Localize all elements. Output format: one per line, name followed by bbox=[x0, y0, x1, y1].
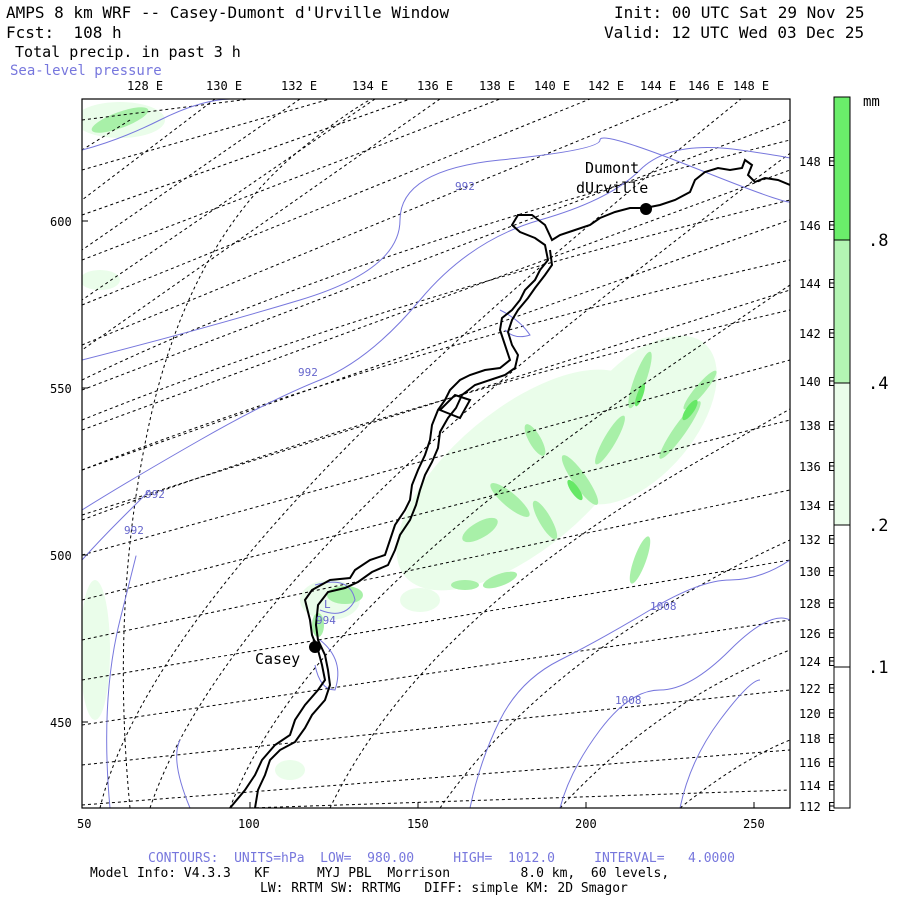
svg-text:130 E: 130 E bbox=[799, 565, 835, 579]
svg-text:124 E: 124 E bbox=[799, 655, 835, 669]
svg-text:150: 150 bbox=[407, 817, 429, 831]
svg-text:112 E: 112 E bbox=[799, 800, 835, 814]
colorbar-segment-none bbox=[834, 667, 850, 808]
svg-text:140 E: 140 E bbox=[799, 375, 835, 389]
svg-text:136 E: 136 E bbox=[417, 79, 453, 93]
svg-text:130 E: 130 E bbox=[206, 79, 242, 93]
station-dumont-durville-label-line2: dUrville bbox=[576, 179, 648, 197]
map-title: AMPS 8 km WRF -- Casey-Dumont d'Urville … bbox=[6, 3, 450, 22]
colorbar: mm .1 .2 .4 .8 bbox=[833, 94, 888, 809]
svg-text:142 E: 142 E bbox=[588, 79, 624, 93]
colorbar-segment-light bbox=[834, 383, 850, 525]
svg-text:100: 100 bbox=[238, 817, 260, 831]
low-pressure-marker: L bbox=[324, 598, 331, 611]
pressure-contours bbox=[82, 99, 790, 808]
station-dumont-durville-marker[interactable] bbox=[640, 203, 652, 215]
svg-text:114 E: 114 E bbox=[799, 779, 835, 793]
precipitation-shading bbox=[82, 102, 717, 780]
svg-text:128 E: 128 E bbox=[799, 597, 835, 611]
colorbar-label-0.1: .1 bbox=[868, 658, 888, 678]
colorbar-segment-mid bbox=[834, 240, 850, 383]
colorbar-frame bbox=[833, 96, 851, 809]
colorbar-label-0.8: .8 bbox=[868, 231, 888, 251]
contour-label-992-southwest: 992 bbox=[124, 524, 144, 537]
svg-text:116 E: 116 E bbox=[799, 756, 835, 770]
svg-text:144 E: 144 E bbox=[799, 277, 835, 291]
model-info: Model Info: V4.3.3 KF MYJ PBL Morrison 8… bbox=[90, 866, 670, 881]
svg-text:200: 200 bbox=[575, 817, 597, 831]
contour-label-1008-south: 1008 bbox=[615, 694, 642, 707]
svg-text:144 E: 144 E bbox=[640, 79, 676, 93]
svg-text:140 E: 140 E bbox=[534, 79, 570, 93]
y-axis: 600 550 500 450 bbox=[50, 215, 88, 730]
physics-info: LW: RRTM SW: RRTMG DIFF: simple KM: 2D S… bbox=[260, 881, 628, 896]
contour-label-992-mid: 992 bbox=[298, 366, 318, 379]
contours-info: CONTOURS: UNITS=hPa LOW= 980.00 HIGH= 10… bbox=[148, 851, 735, 866]
station-casey-marker[interactable] bbox=[309, 641, 321, 653]
right-longitude-labels: 148 E 146 E 144 E 142 E 140 E 138 E 136 … bbox=[799, 155, 835, 814]
svg-text:148 E: 148 E bbox=[733, 79, 769, 93]
svg-text:132 E: 132 E bbox=[799, 533, 835, 547]
lat-lon-grid bbox=[82, 99, 790, 808]
valid-time: Valid: 12 UTC Wed 03 Dec 25 bbox=[604, 23, 865, 42]
svg-text:128 E: 128 E bbox=[127, 79, 163, 93]
x-axis: 50 100 150 200 250 bbox=[77, 802, 765, 831]
station-dumont-durville-label-line1: Dumont bbox=[585, 159, 639, 177]
station-casey-label: Casey bbox=[255, 650, 300, 668]
svg-text:450: 450 bbox=[50, 716, 72, 730]
svg-text:126 E: 126 E bbox=[799, 627, 835, 641]
svg-text:500: 500 bbox=[50, 549, 72, 563]
svg-text:146 E: 146 E bbox=[799, 219, 835, 233]
contour-label-992-west: 992 bbox=[145, 488, 165, 501]
svg-text:50: 50 bbox=[77, 817, 91, 831]
svg-text:120 E: 120 E bbox=[799, 707, 835, 721]
svg-text:134 E: 134 E bbox=[352, 79, 388, 93]
plot-frame bbox=[81, 98, 791, 809]
svg-text:250: 250 bbox=[743, 817, 765, 831]
colorbar-label-0.4: .4 bbox=[868, 374, 888, 394]
init-time: Init: 00 UTC Sat 29 Nov 25 bbox=[614, 3, 865, 22]
colorbar-label-0.2: .2 bbox=[868, 516, 888, 536]
contour-label-1008-east: 1008 bbox=[650, 600, 677, 613]
svg-text:148 E: 148 E bbox=[799, 155, 835, 169]
colorbar-segment-strong bbox=[834, 97, 850, 240]
svg-text:600: 600 bbox=[50, 215, 72, 229]
svg-text:134 E: 134 E bbox=[799, 499, 835, 513]
colorbar-unit: mm bbox=[863, 94, 880, 110]
svg-text:136 E: 136 E bbox=[799, 460, 835, 474]
svg-text:122 E: 122 E bbox=[799, 682, 835, 696]
field-name: Total precip. in past 3 h bbox=[6, 43, 241, 61]
contour-label-992-north: 992 bbox=[455, 180, 475, 193]
svg-text:138 E: 138 E bbox=[479, 79, 515, 93]
svg-text:142 E: 142 E bbox=[799, 327, 835, 341]
top-longitude-labels: 128 E 130 E 132 E 134 E 136 E 138 E 140 … bbox=[127, 79, 769, 93]
svg-text:146 E: 146 E bbox=[688, 79, 724, 93]
svg-text:118 E: 118 E bbox=[799, 732, 835, 746]
forecast-hour: Fcst: 108 h bbox=[6, 23, 122, 42]
svg-text:550: 550 bbox=[50, 382, 72, 396]
svg-text:138 E: 138 E bbox=[799, 419, 835, 433]
contour-label-994-low: 994 bbox=[316, 614, 336, 627]
coastline bbox=[229, 158, 790, 808]
colorbar-segment-faint bbox=[834, 525, 850, 667]
svg-text:132 E: 132 E bbox=[281, 79, 317, 93]
overlay-field-name: Sea-level pressure bbox=[10, 63, 162, 79]
